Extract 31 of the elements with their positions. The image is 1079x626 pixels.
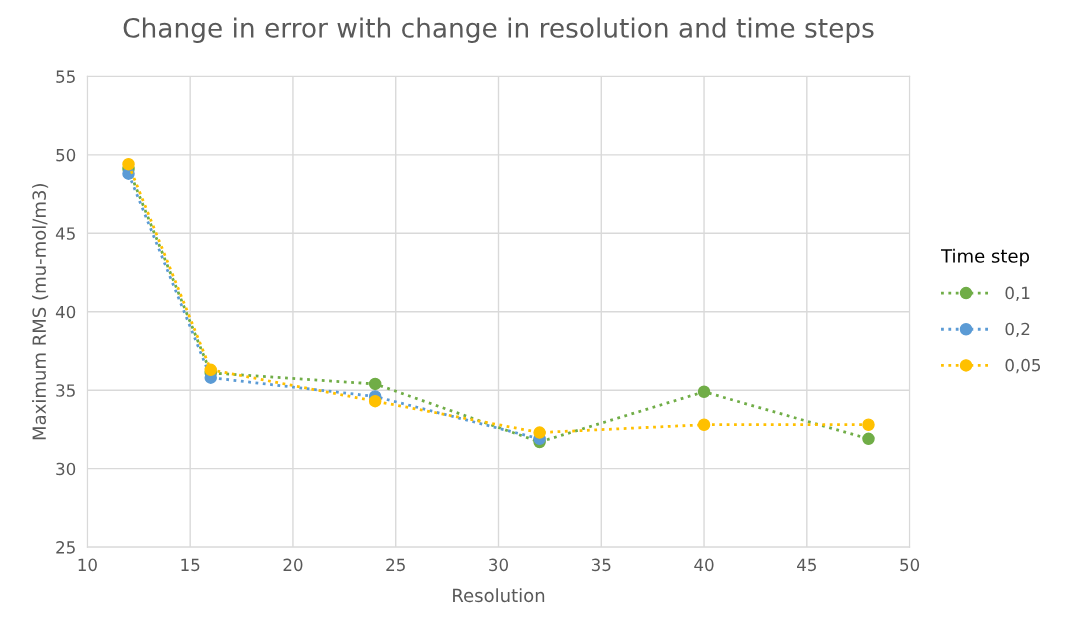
point: [697, 385, 711, 399]
x-tick-label: 40: [694, 558, 714, 572]
point: [862, 432, 875, 446]
y-axis-title: Maximum RMS (mu-mol/m3): [32, 184, 49, 440]
legend-label: 0,2: [1005, 322, 1030, 338]
y-tick-label: 45: [55, 227, 75, 240]
point: [368, 377, 382, 391]
point: [862, 418, 875, 431]
y-tick-label: 40: [55, 305, 76, 319]
legend-label: 0,1: [1005, 286, 1030, 301]
point: [368, 394, 382, 408]
x-tick-label: 20: [283, 558, 303, 572]
chart-title: Change in error with change in resolution and time steps: [123, 17, 874, 43]
x-tick-label: 35: [591, 558, 611, 572]
point: [697, 418, 711, 431]
y-tick-label: 55: [56, 70, 75, 83]
x-tick-label: 50: [900, 558, 920, 572]
x-axis-title: Resolution: [453, 588, 545, 603]
x-tick-label: 45: [797, 558, 816, 572]
point: [533, 426, 546, 439]
legend-label: 0,05: [1005, 358, 1041, 374]
point: [122, 157, 135, 171]
y-tick-label: 30: [56, 462, 76, 476]
legend-title: Time step: [940, 248, 1030, 267]
x-tick-label: 30: [489, 558, 508, 572]
y-tick-label: 35: [56, 384, 75, 397]
x-tick-label: 25: [386, 558, 405, 572]
y-tick-label: 50: [56, 148, 76, 162]
y-tick-label: 25: [56, 541, 75, 554]
x-tick-label: 15: [181, 558, 200, 572]
x-tick-label: 10: [78, 558, 97, 572]
